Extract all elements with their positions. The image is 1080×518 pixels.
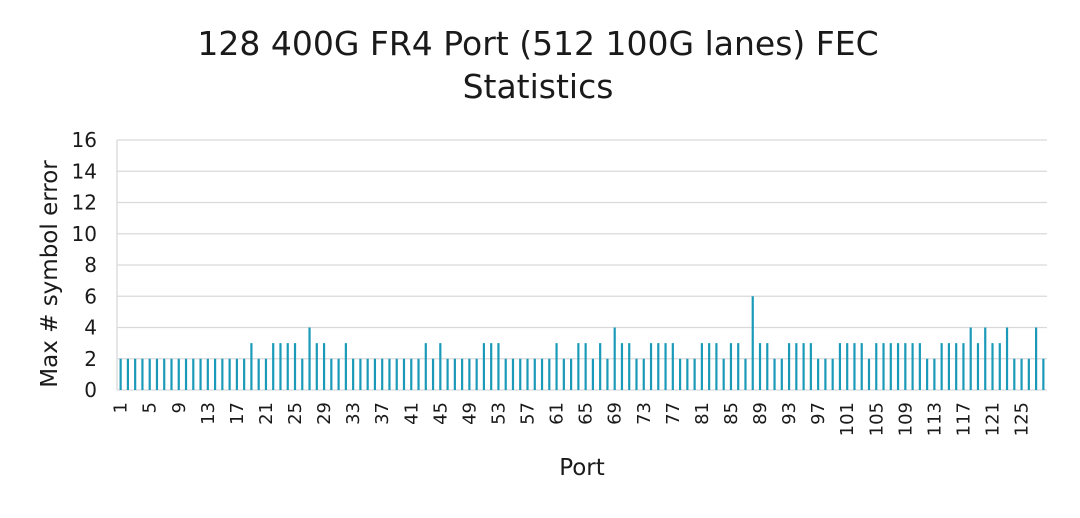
x-tick-label: 109 [895,402,916,436]
y-tick-label: 16 [72,128,97,152]
x-tick-label: 41 [401,402,422,425]
x-tick-label: 33 [343,402,364,425]
y-tick-label: 8 [84,253,97,277]
y-tick-label: 14 [72,159,97,183]
y-tick-label: 6 [84,284,97,308]
x-tick-label: 105 [866,402,887,436]
x-tick-label: 117 [953,402,974,436]
x-tick-label: 113 [924,402,945,436]
x-tick-label: 25 [285,402,306,425]
x-tick-label: 9 [169,402,190,413]
x-tick-label: 53 [488,402,509,425]
y-tick-label: 0 [84,378,97,402]
x-tick-label: 45 [430,402,451,425]
x-tick-label: 61 [547,402,568,425]
x-tick-label: 77 [663,402,684,425]
x-tick-label: 93 [779,402,800,425]
chart-title-line-1: 128 400G FR4 Port (512 100G lanes) FEC [197,24,878,63]
x-tick-label: 81 [692,402,713,425]
y-axis-label: Max # symbol error [37,160,63,388]
x-tick-label: 97 [808,402,829,425]
x-tick-label: 13 [198,402,219,425]
x-tick-label: 1 [111,402,132,413]
x-tick-label: 65 [576,402,597,425]
chart-title-line-2: Statistics [463,67,614,106]
x-axis-label: Port [559,455,605,481]
y-axis-ticks: 0 2 4 6 8 10 12 14 16 [72,128,97,402]
x-tick-label: 101 [837,402,858,436]
x-tick-label: 49 [459,402,480,425]
x-tick-label: 73 [634,402,655,425]
x-tick-label: 89 [750,402,771,425]
gridlines [116,139,1047,391]
x-tick-label: 57 [518,402,539,425]
x-tick-label: 17 [227,402,248,425]
x-axis-ticks: 1 5 9 13 17 21 25 29 33 37 41 45 49 53 57 61 65 69 73 77 81 8… [111,402,1033,436]
x-tick-label: 69 [605,402,626,425]
x-tick-label: 85 [721,402,742,425]
x-tick-label: 37 [372,402,393,425]
y-tick-label: 4 [84,316,97,340]
x-tick-label: 21 [256,402,277,425]
x-tick-label: 121 [983,402,1004,436]
y-tick-label: 10 [72,222,97,246]
y-tick-label: 12 [72,191,97,215]
y-tick-label: 2 [84,347,97,371]
x-tick-label: 29 [314,402,335,425]
x-tick-label: 5 [140,402,161,413]
x-tick-label: 125 [1012,402,1033,436]
bar-series [119,296,1045,390]
